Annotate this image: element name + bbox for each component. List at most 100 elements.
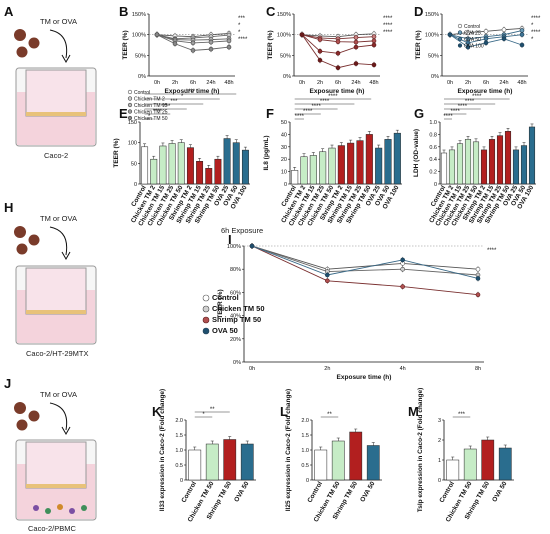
x-tick-label: 2h bbox=[317, 80, 323, 86]
data-point bbox=[400, 284, 405, 289]
x-tick-label: 6h bbox=[483, 80, 489, 86]
y-tick-label: 0% bbox=[283, 74, 291, 80]
legend-marker bbox=[202, 305, 210, 313]
legend-label: Chicken TM 25 bbox=[134, 110, 168, 116]
panel-letter-e: E bbox=[119, 106, 128, 121]
particle bbox=[28, 37, 40, 49]
significance-mark: **** bbox=[320, 99, 330, 105]
y-axis-label: TEER (%) bbox=[113, 138, 120, 167]
charts: B0%50%100%150%TEER (%)0h 2h 6h 24h 48hExposu… bbox=[113, 4, 541, 523]
data-point bbox=[226, 38, 232, 44]
panel-letter-c: C bbox=[266, 4, 276, 19]
bar bbox=[456, 143, 464, 185]
x-tick-label: 0h bbox=[154, 80, 160, 86]
data-point bbox=[519, 42, 525, 48]
bar bbox=[528, 126, 536, 185]
legend-marker bbox=[457, 30, 463, 35]
y-tick-label: 0% bbox=[233, 360, 241, 366]
panel-a: A TM or OVA Caco-2 bbox=[4, 4, 97, 160]
diagram-label: TM or OVA bbox=[40, 214, 77, 223]
legend-label: OVA 25 bbox=[464, 31, 481, 37]
particle bbox=[14, 29, 26, 41]
bar bbox=[177, 142, 185, 185]
y-tick-label: 2.0 bbox=[301, 418, 309, 424]
bar bbox=[168, 143, 176, 185]
y-tick-label: 10 bbox=[281, 170, 287, 176]
significance-mark: **** bbox=[465, 99, 475, 105]
data-point bbox=[400, 266, 405, 272]
bar bbox=[498, 447, 512, 481]
data-point bbox=[208, 46, 214, 52]
legend-label: Chicken TM 2 bbox=[134, 97, 165, 103]
legend-marker bbox=[127, 115, 133, 121]
data-point bbox=[353, 35, 359, 40]
x-tick-label: 2h bbox=[465, 80, 471, 86]
data-point bbox=[154, 32, 160, 37]
significance-mark: * bbox=[202, 412, 205, 418]
bar bbox=[349, 431, 363, 481]
y-tick-label: 150 bbox=[128, 120, 137, 126]
y-tick-label: 30 bbox=[281, 145, 287, 151]
bar bbox=[188, 449, 202, 481]
data-point bbox=[325, 272, 330, 278]
data-point bbox=[475, 292, 481, 298]
y-tick-label: 2 bbox=[438, 438, 441, 444]
chart-c: C 0% 50% 100% 150% TEER (%) 0h 2h 6h 24h 48h Exposu… bbox=[266, 4, 393, 95]
y-tick-label: 1.0 bbox=[175, 448, 183, 454]
y-tick-label: 100% bbox=[227, 244, 241, 250]
significance-mark: * bbox=[148, 114, 151, 120]
data-point bbox=[400, 257, 405, 263]
x-tick-label: 2h bbox=[172, 80, 178, 86]
x-axis-label: Exposure time (h) bbox=[337, 374, 392, 381]
significance-mark: **** bbox=[383, 23, 393, 29]
significance-mark: **** bbox=[443, 114, 453, 120]
data-point bbox=[190, 48, 196, 53]
data-point bbox=[501, 36, 507, 42]
x-tick-label: 4h bbox=[400, 366, 406, 372]
significance-mark: **** bbox=[186, 89, 196, 95]
bar bbox=[366, 445, 380, 481]
x-tick-label: 24h bbox=[499, 80, 508, 86]
y-axis-label: Il25 expression in Caco-2 (Fold change) bbox=[285, 389, 292, 511]
chart-d: D 0% 50% 100% 150% TEER (%) 0h 2h 6h 24h 48h Exposu… bbox=[414, 4, 541, 95]
bar bbox=[488, 139, 496, 185]
y-tick-label: 1.0 bbox=[429, 120, 437, 126]
significance-mark: **** bbox=[472, 94, 482, 100]
bar bbox=[141, 146, 149, 185]
legend-label: OVA 50 bbox=[464, 37, 481, 43]
legend-label: Chicken TM 15 bbox=[134, 103, 168, 109]
significance-mark: **** bbox=[531, 16, 541, 22]
bar bbox=[241, 149, 249, 185]
x-tick-label: 8h bbox=[475, 366, 481, 372]
y-tick-label: 0% bbox=[138, 74, 146, 80]
data-point bbox=[371, 42, 377, 48]
bar bbox=[328, 147, 336, 185]
data-point bbox=[353, 44, 359, 50]
data-point bbox=[299, 32, 305, 37]
significance-mark: **** bbox=[458, 104, 468, 110]
bar bbox=[186, 147, 194, 185]
legend-label: Chicken TM 50 bbox=[212, 304, 265, 313]
particle bbox=[16, 46, 28, 58]
data-point bbox=[208, 39, 214, 45]
y-axis-label: Il33 expression in Caco-2 (Fold change) bbox=[159, 389, 166, 511]
y-tick-label: 100% bbox=[425, 33, 439, 39]
y-tick-label: 0.6 bbox=[429, 145, 437, 151]
legend-marker bbox=[202, 327, 210, 335]
y-tick-label: 50 bbox=[281, 120, 287, 126]
pbmc-cell bbox=[57, 504, 63, 510]
bar bbox=[232, 142, 240, 185]
significance-mark: **** bbox=[311, 104, 321, 110]
y-axis-label: TEER (%) bbox=[415, 30, 422, 59]
x-tick-label: 0h bbox=[299, 80, 305, 86]
y-tick-label: 0.5 bbox=[301, 463, 309, 469]
data-point bbox=[335, 39, 341, 44]
bar bbox=[496, 135, 504, 185]
legend-label: OVA 100 bbox=[464, 44, 484, 50]
x-tick-label: 6h bbox=[190, 80, 196, 86]
y-tick-label: 100% bbox=[132, 33, 146, 39]
y-tick-label: 1.5 bbox=[301, 433, 309, 439]
data-point bbox=[475, 276, 481, 281]
legend-marker bbox=[127, 96, 133, 101]
